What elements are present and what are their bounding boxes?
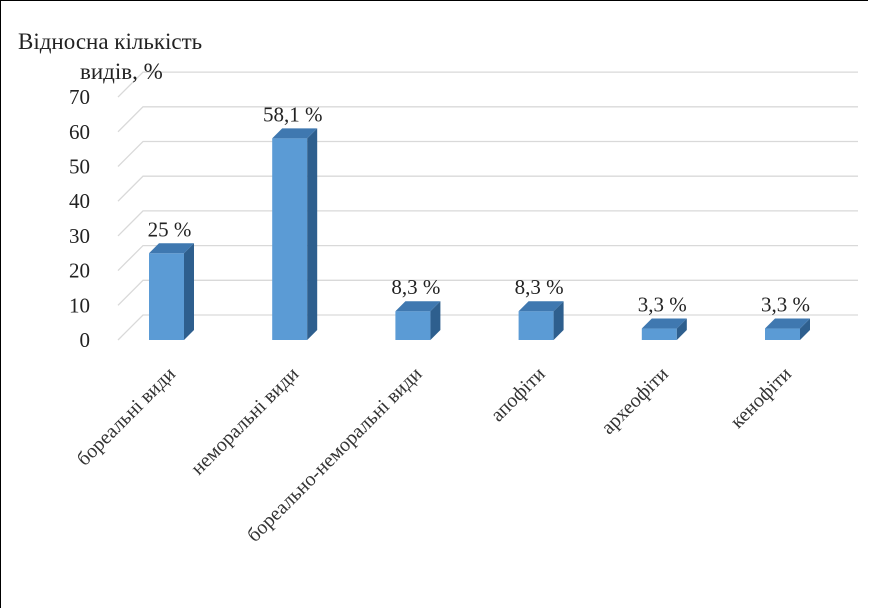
bar <box>395 311 431 340</box>
category-label: апофіти <box>487 363 550 426</box>
gridline <box>117 175 858 202</box>
bar <box>518 311 554 340</box>
y-tick-label: 60 <box>69 120 90 144</box>
bar-side <box>430 301 441 340</box>
bar-top <box>765 318 810 329</box>
data-labels: 25 % 58,1 % 8,3 % 8,3 % 3,3 % 3,3 % <box>148 102 810 316</box>
bar-side <box>676 318 687 340</box>
y-axis-ticks: 0 10 20 30 40 50 60 70 <box>69 85 90 352</box>
y-axis-label-line2: видів, % <box>80 59 163 84</box>
y-tick-label: 40 <box>69 189 90 213</box>
bar <box>272 138 308 340</box>
category-label: неморальні види <box>187 363 304 480</box>
y-tick-label: 30 <box>69 224 90 248</box>
gridline <box>117 314 858 341</box>
bar-side <box>184 243 194 340</box>
gridline <box>117 244 858 272</box>
category-label: археофіти <box>597 363 673 439</box>
bar <box>765 328 800 340</box>
data-label: 25 % <box>148 217 192 241</box>
category-label: кенофіти <box>726 363 796 433</box>
gridline <box>117 210 858 237</box>
y-tick-label: 50 <box>69 155 90 179</box>
y-tick-label: 20 <box>69 259 90 283</box>
data-label: 58,1 % <box>263 102 323 126</box>
bar-side <box>553 301 564 340</box>
bar-top <box>149 243 194 254</box>
category-labels: бореальні види неморальні видибореально-н… <box>73 363 797 547</box>
bar-top <box>518 301 564 312</box>
gridlines <box>117 71 858 341</box>
bar <box>149 253 184 340</box>
gridline <box>117 279 858 306</box>
data-label: 3,3 % <box>761 293 810 317</box>
bars <box>149 128 810 340</box>
y-tick-label: 0 <box>80 328 91 352</box>
data-label: 8,3 % <box>515 275 564 299</box>
y-tick-label: 10 <box>69 293 90 317</box>
gridline <box>117 71 858 98</box>
bar-top <box>272 128 318 139</box>
data-label: 3,3 % <box>638 293 687 317</box>
bar <box>641 328 677 340</box>
bar-top <box>641 318 687 329</box>
y-axis-label-line1: Відносна кількість <box>18 29 202 54</box>
data-label: 8,3 % <box>391 275 440 299</box>
gridline <box>117 140 858 167</box>
y-tick-label: 70 <box>69 85 90 109</box>
gridline <box>117 106 858 133</box>
category-label: бореальні види <box>73 363 181 471</box>
bar-top <box>395 301 441 312</box>
bar-side <box>307 128 318 340</box>
bar-side <box>800 318 810 340</box>
